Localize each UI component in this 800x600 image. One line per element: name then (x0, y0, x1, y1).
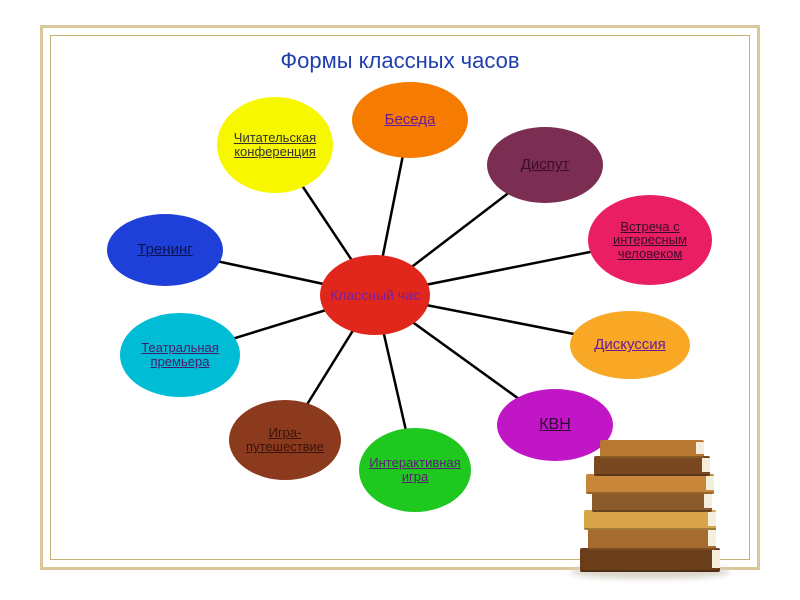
books-decoration (570, 430, 730, 575)
node-inter: Интерактивная игра (359, 428, 471, 512)
node-chit: Читательская конференция (217, 97, 333, 193)
book-icon (580, 548, 720, 572)
node-trening: Тренинг (107, 214, 223, 286)
node-label: Беседа (383, 110, 438, 130)
book-icon (594, 456, 710, 476)
node-label: Интерактивная игра (359, 454, 471, 485)
book-icon (586, 474, 714, 494)
node-beseda: Беседа (352, 82, 468, 158)
node-vstrecha: Встреча с интересным человеком (588, 195, 712, 285)
node-label: Дискуссия (592, 335, 668, 355)
node-diskus: Дискуссия (570, 311, 690, 379)
node-label: Диспут (519, 155, 572, 175)
node-label: КВН (537, 415, 573, 436)
center-node-label: Классный час (328, 286, 422, 305)
node-igra: Игра-путешествие (229, 400, 341, 480)
book-icon (588, 528, 716, 550)
book-icon (584, 510, 716, 530)
node-label: Игра-путешествие (229, 424, 341, 455)
center-node: Классный час (320, 255, 430, 335)
node-label: Читательская конференция (217, 129, 333, 160)
node-label: Театральная премьера (120, 339, 240, 370)
node-disput: Диспут (487, 127, 603, 203)
node-label: Тренинг (135, 240, 194, 260)
book-icon (592, 492, 712, 512)
book-icon (600, 440, 704, 458)
node-teatr: Театральная премьера (120, 313, 240, 397)
node-label: Встреча с интересным человеком (588, 218, 712, 263)
